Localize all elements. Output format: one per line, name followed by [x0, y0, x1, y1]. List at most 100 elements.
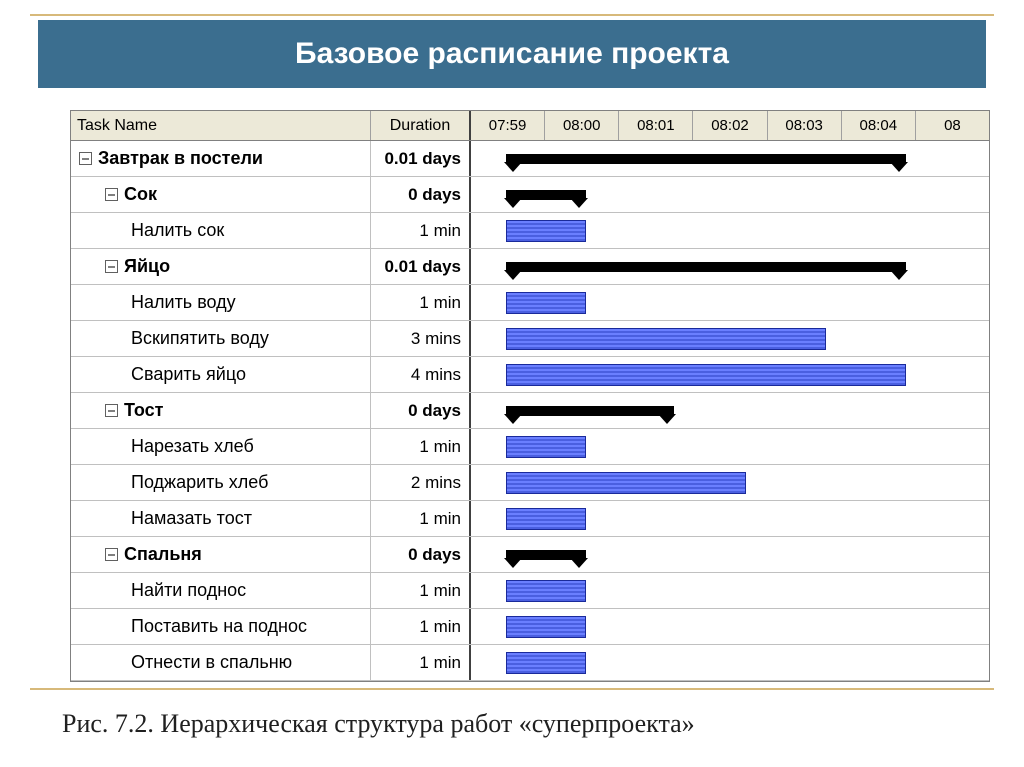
header-duration[interactable]: Duration — [371, 111, 471, 140]
task-label: Тост — [124, 400, 163, 421]
task-label: Сок — [124, 184, 157, 205]
task-duration-cell: 2 mins — [371, 465, 471, 500]
task-name-cell[interactable]: Поставить на поднос — [71, 609, 371, 644]
task-bar-cell — [471, 465, 989, 500]
task-row[interactable]: Отнести в спальню1 min — [71, 645, 989, 681]
summary-bar[interactable] — [506, 406, 674, 416]
task-duration-cell: 0.01 days — [371, 141, 471, 176]
timeline-tick: 08:03 — [768, 111, 842, 140]
task-row[interactable]: Сварить яйцо 4 mins — [71, 357, 989, 393]
task-duration-cell: 1 min — [371, 429, 471, 464]
task-label: Налить воду — [131, 292, 236, 313]
collapse-icon[interactable] — [105, 260, 118, 273]
timeline-tick: 08:01 — [619, 111, 693, 140]
task-duration-cell: 0 days — [371, 177, 471, 212]
task-name-cell[interactable]: Спальня — [71, 537, 371, 572]
task-duration-cell: 0 days — [371, 537, 471, 572]
task-bar-cell — [471, 249, 989, 284]
task-label: Вскипятить воду — [131, 328, 269, 349]
collapse-icon[interactable] — [79, 152, 92, 165]
collapse-icon[interactable] — [105, 188, 118, 201]
task-row[interactable]: Спальня0 days — [71, 537, 989, 573]
task-duration-cell: 1 min — [371, 213, 471, 248]
slide-decor-bottom — [30, 688, 994, 692]
task-bar[interactable] — [506, 220, 586, 242]
task-label: Намазать тост — [131, 508, 252, 529]
task-name-cell[interactable]: Вскипятить воду — [71, 321, 371, 356]
task-label: Найти поднос — [131, 580, 246, 601]
task-bar[interactable] — [506, 508, 586, 530]
task-name-cell[interactable]: Налить воду — [71, 285, 371, 320]
task-row[interactable]: Вскипятить воду 3 mins — [71, 321, 989, 357]
task-duration-cell: 1 min — [371, 573, 471, 608]
task-name-cell[interactable]: Тост — [71, 393, 371, 428]
task-name-cell[interactable]: Завтрак в постели — [71, 141, 371, 176]
task-label: Сварить яйцо — [131, 364, 246, 385]
collapse-icon[interactable] — [105, 548, 118, 561]
task-bar-cell — [471, 213, 989, 248]
task-label: Нарезать хлеб — [131, 436, 254, 457]
figure-caption: Рис. 7.2. Иерархическая структура работ … — [62, 709, 695, 739]
slide-title: Базовое расписание проекта — [295, 37, 729, 71]
task-row[interactable]: Налить сок 1 min — [71, 213, 989, 249]
timeline-tick: 08 — [916, 111, 989, 140]
task-bar[interactable] — [506, 472, 746, 494]
task-label: Завтрак в постели — [98, 148, 263, 169]
slide-decor-top — [30, 14, 994, 18]
timeline-tick: 08:02 — [693, 111, 767, 140]
task-bar-cell — [471, 645, 989, 680]
task-row[interactable]: Намазать тост1 min — [71, 501, 989, 537]
task-bar[interactable] — [506, 580, 586, 602]
task-bar-cell — [471, 573, 989, 608]
task-name-cell[interactable]: Сок — [71, 177, 371, 212]
task-row[interactable]: Сок 0 days — [71, 177, 989, 213]
task-name-cell[interactable]: Яйцо — [71, 249, 371, 284]
task-name-cell[interactable]: Нарезать хлеб — [71, 429, 371, 464]
task-bar-cell — [471, 321, 989, 356]
gantt-body: Завтрак в постели0.01 daysСок0 daysНалит… — [71, 141, 989, 681]
timeline-tick: 08:00 — [545, 111, 619, 140]
task-row[interactable]: Завтрак в постели 0.01 days — [71, 141, 989, 177]
task-bar-cell — [471, 429, 989, 464]
task-duration-cell: 4 mins — [371, 357, 471, 392]
gantt-header: Task Name Duration 07:5908:0008:0108:020… — [71, 111, 989, 141]
task-bar[interactable] — [506, 292, 586, 314]
header-task-name[interactable]: Task Name — [71, 111, 371, 140]
task-bar[interactable] — [506, 652, 586, 674]
timeline-tick: 07:59 — [471, 111, 545, 140]
task-row[interactable]: Налить воду 1 min — [71, 285, 989, 321]
collapse-icon[interactable] — [105, 404, 118, 417]
task-duration-cell: 3 mins — [371, 321, 471, 356]
task-name-cell[interactable]: Намазать тост — [71, 501, 371, 536]
task-name-cell[interactable]: Найти поднос — [71, 573, 371, 608]
task-name-cell[interactable]: Сварить яйцо — [71, 357, 371, 392]
timeline-header: 07:5908:0008:0108:0208:0308:0408 — [471, 111, 989, 140]
task-row[interactable]: Тост0 days — [71, 393, 989, 429]
task-duration-cell: 1 min — [371, 285, 471, 320]
summary-bar[interactable] — [506, 154, 906, 164]
task-row[interactable]: Нарезать хлеб 1 min — [71, 429, 989, 465]
task-name-cell[interactable]: Налить сок — [71, 213, 371, 248]
task-label: Поставить на поднос — [131, 616, 307, 637]
task-bar[interactable] — [506, 328, 826, 350]
task-row[interactable]: Найти поднос 1 min — [71, 573, 989, 609]
task-label: Отнести в спальню — [131, 652, 292, 673]
task-label: Налить сок — [131, 220, 224, 241]
task-bar-cell — [471, 141, 989, 176]
summary-bar[interactable] — [506, 190, 586, 200]
task-duration-cell: 1 min — [371, 609, 471, 644]
task-bar[interactable] — [506, 616, 586, 638]
task-row[interactable]: Яйцо0.01 days — [71, 249, 989, 285]
task-bar-cell — [471, 609, 989, 644]
task-name-cell[interactable]: Поджарить хлеб — [71, 465, 371, 500]
task-bar[interactable] — [506, 436, 586, 458]
task-row[interactable]: Поджарить хлеб 2 mins — [71, 465, 989, 501]
summary-bar[interactable] — [506, 550, 586, 560]
task-name-cell[interactable]: Отнести в спальню — [71, 645, 371, 680]
task-label: Поджарить хлеб — [131, 472, 268, 493]
timeline-tick: 08:04 — [842, 111, 916, 140]
summary-bar[interactable] — [506, 262, 906, 272]
title-bar: Базовое расписание проекта — [38, 20, 986, 88]
task-row[interactable]: Поставить на поднос 1 min — [71, 609, 989, 645]
task-bar[interactable] — [506, 364, 906, 386]
